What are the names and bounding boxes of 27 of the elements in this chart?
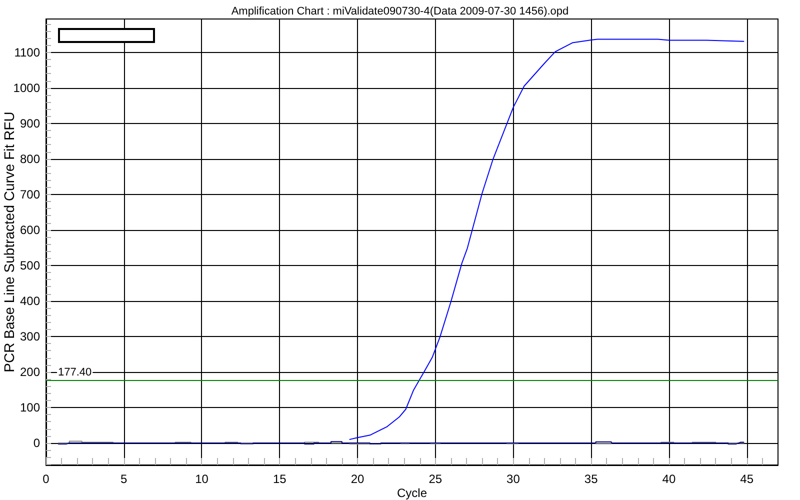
x-tick-label: 40	[662, 472, 676, 486]
line-series	[349, 38, 744, 440]
y-axis-title: PCR Base Line Subtracted Curve Fit RFU	[1, 112, 17, 372]
chart-title: Amplification Chart : miValidate090730-4(Data 2009-07-30 1456).opd	[231, 6, 569, 18]
y-tick-label: 100	[20, 400, 40, 414]
x-tick-label: 20	[350, 472, 364, 486]
x-axis-title: Cycle	[396, 486, 428, 500]
y-tick-label: 400	[20, 294, 40, 308]
y-tick-label: 700	[20, 187, 40, 202]
y-tick-label: 200	[20, 364, 40, 379]
y-tick-label: 500	[20, 258, 40, 272]
y-tick-label: 600	[20, 222, 40, 237]
x-tick-label: 30	[506, 472, 520, 486]
y-tick-label: 0	[33, 436, 40, 450]
x-tick-label: 15	[272, 472, 287, 486]
x-tick-label: 0	[42, 472, 50, 486]
x-tick-label: 45	[740, 472, 754, 486]
y-tick-label: 800	[20, 152, 40, 166]
x-tick-label: 25	[428, 472, 442, 486]
x-tick-label: 10	[195, 472, 209, 486]
x-tick-label: 35	[584, 472, 598, 486]
y-tick-label: 1000	[13, 80, 40, 95]
y-tick-label: 1100	[14, 45, 40, 60]
x-tick-label: 5	[120, 472, 128, 486]
y-tick-label: 900	[20, 116, 40, 130]
ref-line-label: 177.40	[58, 366, 92, 378]
y-tick-label: 300	[20, 329, 40, 344]
